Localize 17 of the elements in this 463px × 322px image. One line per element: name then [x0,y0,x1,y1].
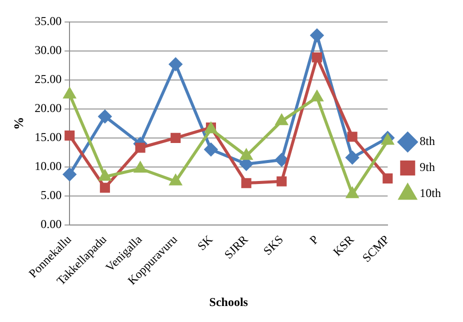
x-tick-label: SKS [260,232,286,258]
y-tick-label: 0.00 [40,216,62,231]
legend-label: 10th [420,186,442,200]
y-tick-label: 15.00 [34,130,62,144]
y-tick-label: 5.00 [40,188,62,202]
y-tick-label: 25.00 [34,72,62,86]
x-tick-label: SK [194,232,216,254]
y-tick-label: 35.00 [34,14,62,28]
y-axis-title: % [11,116,26,130]
y-tick-label: 20.00 [34,101,62,116]
x-axis-title: Schools [209,294,248,309]
x-tick-label: KSR [330,232,357,259]
x-tick-label: P [306,232,322,248]
legend-label: 9th [420,160,436,174]
legend-label: 8th [420,134,436,148]
y-tick-label: 10.00 [34,159,62,174]
y-tick-label: 30.00 [34,43,62,58]
